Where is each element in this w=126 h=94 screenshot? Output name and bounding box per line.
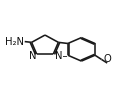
Text: N: N [29,51,37,61]
Text: O: O [103,54,111,64]
Text: N–: N– [55,51,67,61]
Text: H₂N: H₂N [5,37,24,47]
